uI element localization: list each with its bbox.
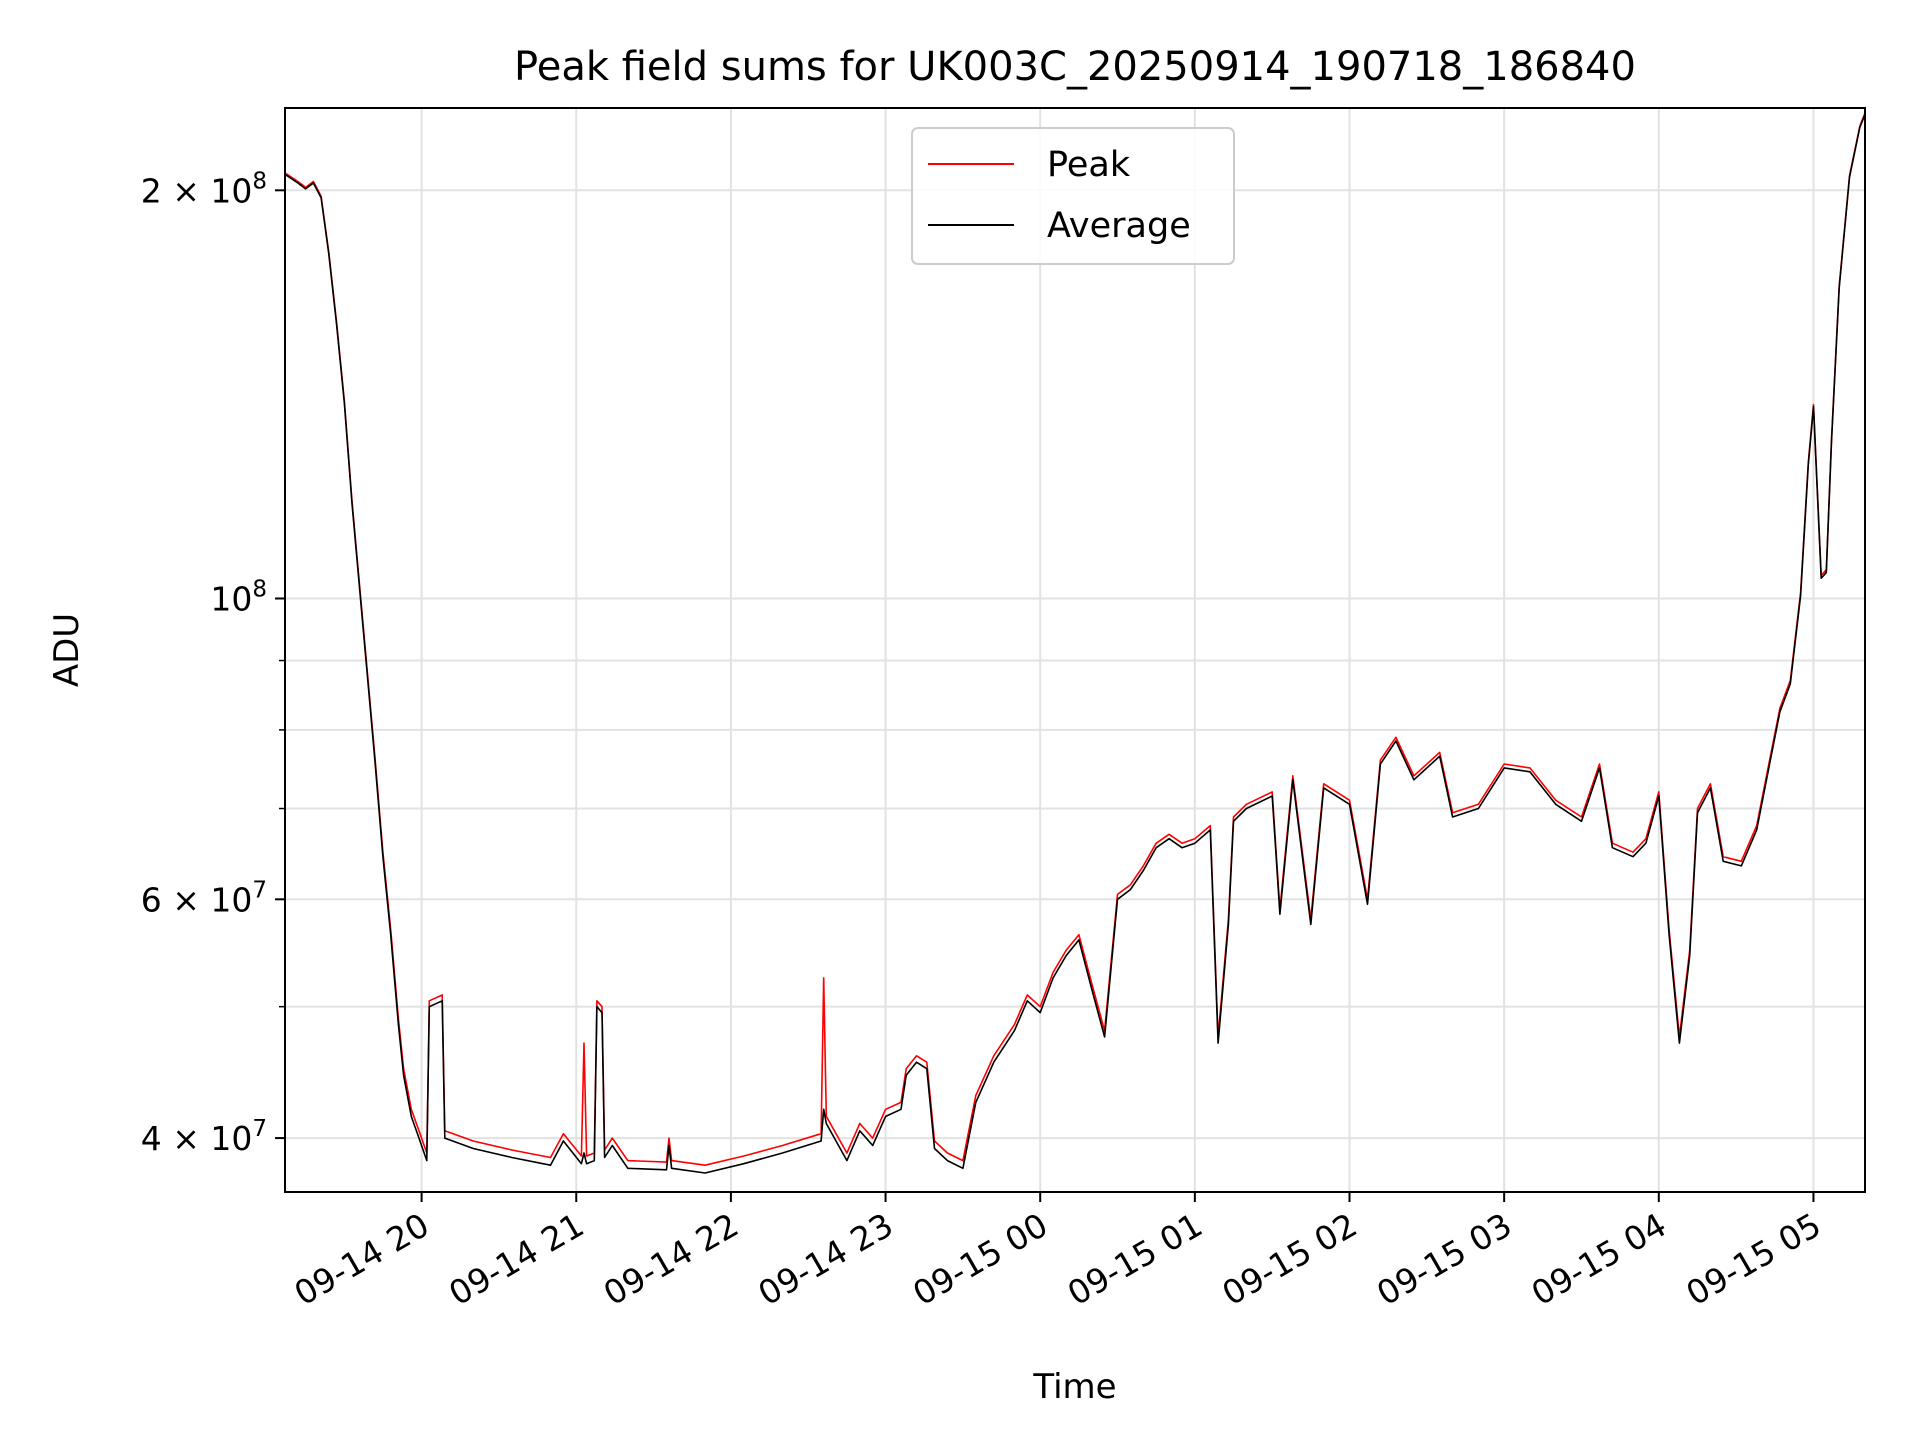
y-tick-label-exponent: 7 — [252, 877, 267, 903]
y-tick-label-exponent: 8 — [252, 576, 267, 602]
y-tick-label-base: 6 × 10 — [141, 880, 253, 919]
y-tick-label-base: 4 × 10 — [141, 1119, 253, 1158]
x-axis-label: Time — [1032, 1367, 1116, 1407]
y-tick-label: 6 × 107 — [141, 877, 267, 919]
y-axis-label: ADU — [47, 613, 87, 687]
y-tick-label-base: 10 — [210, 579, 252, 618]
series-lines — [284, 112, 1866, 1174]
y-tick-label-exponent: 7 — [252, 1116, 267, 1142]
y-tick-label: 2 × 108 — [141, 168, 267, 210]
legend-box — [911, 127, 1235, 265]
series-line-average — [284, 114, 1866, 1174]
legend-label-average: Average — [1047, 206, 1191, 246]
y-tick-label-base: 2 × 10 — [141, 171, 253, 210]
legend-label-peak: Peak — [1047, 145, 1131, 185]
y-tick-label: 4 × 107 — [141, 1116, 267, 1158]
y-tick-label: 108 — [210, 576, 267, 618]
legend: Peak Average — [911, 127, 1235, 265]
y-tick-label-exponent: 8 — [252, 168, 267, 194]
plot-frame — [284, 107, 1866, 1193]
chart-title: Peak field sums for UK003C_20250914_1907… — [514, 44, 1636, 90]
